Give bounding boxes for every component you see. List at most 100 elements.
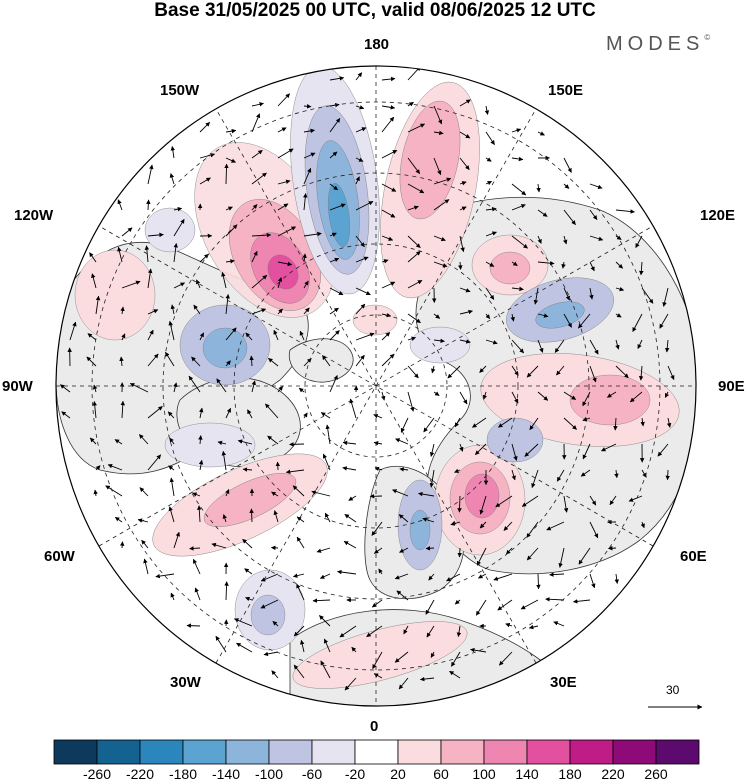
wind-arrow: [629, 391, 643, 403]
positive-anomaly-3b: [489, 251, 531, 285]
wind-arrow: [614, 573, 619, 584]
wind-arrow: [193, 304, 201, 315]
wind-arrow: [199, 121, 211, 133]
wind-arrow: [433, 338, 445, 344]
positive-anomaly-2b: [399, 100, 461, 220]
wind-arrow: [86, 356, 97, 367]
wind-arrow: [303, 104, 312, 109]
wind-arrow: [398, 514, 409, 523]
wind-arrow: [251, 172, 267, 185]
wind-arrow: [589, 209, 598, 220]
wind-arrow: [198, 435, 203, 445]
wind-arrow: [381, 281, 396, 289]
wind-arrow: [329, 374, 338, 393]
wind-arrow: [303, 167, 312, 185]
wind-arrow: [472, 417, 487, 428]
negative-anomaly-6: [164, 422, 256, 468]
wind-arrow: [640, 521, 645, 529]
wind-arrow: [635, 235, 643, 248]
wind-arrow: [476, 547, 487, 566]
copyright-mark: ©: [704, 33, 711, 42]
wind-arrow: [589, 573, 596, 589]
wind-arrow: [221, 271, 227, 289]
wind-arrow: [167, 411, 175, 419]
wind-arrow: [147, 454, 162, 471]
wind-arrow: [537, 131, 545, 136]
wind-arrow: [342, 440, 357, 446]
wind-arrow: [265, 403, 279, 419]
colorbar-box: [397, 739, 442, 765]
wind-arrow: [371, 599, 383, 608]
meridian-60e-120w: [98, 225, 654, 547]
lon-label-180: 180: [364, 36, 390, 53]
wind-arrow: [485, 231, 497, 237]
negative-anomaly-9: [409, 326, 471, 364]
wind-arrow: [121, 333, 126, 341]
wind-arrow: [186, 623, 201, 628]
wind-arrow: [485, 339, 498, 345]
wind-arrow: [614, 469, 619, 479]
wind-arrow: [298, 387, 305, 393]
wind-arrow: [143, 558, 149, 575]
wind-arrow: [329, 151, 338, 159]
wind-arrow: [329, 330, 340, 341]
wind-arrow: [373, 547, 383, 554]
wind-arrow: [485, 157, 492, 162]
lon-label-60e: 60E: [680, 548, 707, 565]
wind-arrow: [169, 437, 175, 445]
wind-arrow: [429, 469, 435, 488]
wind-arrow: [303, 128, 315, 134]
wind-arrow: [199, 152, 216, 159]
wind-arrow: [225, 259, 235, 264]
wind-arrow: [449, 670, 461, 679]
wind-arrow: [521, 495, 539, 507]
wind-arrow: [459, 206, 467, 211]
wind-arrow: [192, 492, 201, 497]
wind-arrow: [589, 339, 599, 355]
negative-anomaly-5b: [202, 327, 248, 369]
wind-arrow: [371, 521, 383, 536]
wind-arrow: [173, 218, 185, 237]
wind-arrow: [303, 307, 310, 315]
colorbar-box: [526, 739, 571, 765]
wind-arrow: [147, 309, 159, 315]
wind-arrow: [485, 180, 493, 186]
wind-arrow: [433, 105, 443, 125]
latitude-circle-80: [304, 314, 448, 458]
wind-arrow: [329, 307, 339, 315]
wind-arrow: [628, 495, 643, 502]
wind-arrow: [447, 365, 461, 379]
wind-arrow: [117, 246, 123, 263]
wind-arrow: [510, 313, 515, 322]
wind-arrow: [277, 308, 283, 315]
wind-arrow: [348, 495, 357, 501]
wind-arrow: [147, 353, 159, 367]
wind-arrow: [319, 615, 331, 627]
wind-arrow: [407, 250, 421, 263]
wind-arrow: [556, 469, 565, 482]
colorbar-box: [440, 739, 485, 765]
wind-arrow: [329, 287, 344, 296]
wind-arrow: [498, 417, 513, 428]
colorbar-box: [483, 739, 528, 765]
wind-arrow: [528, 624, 539, 630]
wind-arrow: [311, 490, 331, 497]
wind-arrow: [268, 357, 279, 367]
lon-label-150e: 150E: [548, 82, 584, 99]
wind-arrow: [233, 618, 253, 627]
wind-arrow: [93, 489, 98, 497]
wind-arrow: [114, 516, 123, 523]
wind-arrow: [355, 105, 365, 110]
wind-arrow: [511, 128, 522, 133]
wind-arrow: [394, 651, 409, 663]
wind-arrow: [446, 573, 461, 582]
wind-arrow: [59, 384, 71, 393]
wind-arrow: [312, 598, 331, 603]
wind-arrow: [433, 235, 446, 242]
wind-arrow: [407, 123, 426, 133]
map-disk: [56, 66, 696, 706]
wind-arrow: [216, 378, 227, 393]
wind-arrow: [173, 382, 178, 393]
wind-arrow: [355, 200, 374, 211]
wind-arrow: [146, 199, 151, 211]
